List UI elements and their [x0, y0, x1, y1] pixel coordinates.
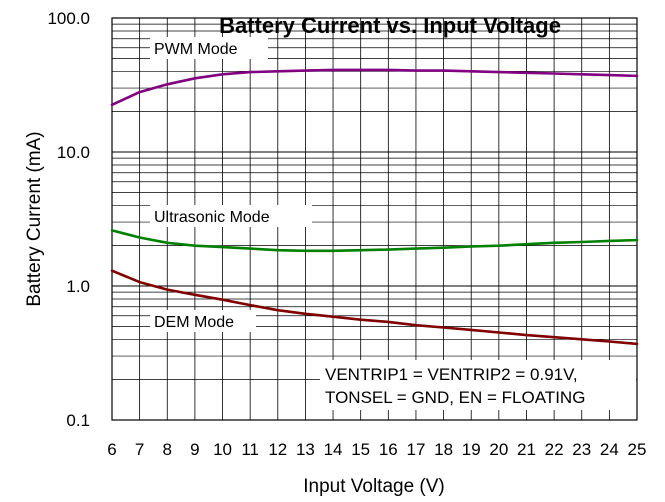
y-axis-label: Battery Current (mA) [24, 131, 45, 306]
x-tick-label: 23 [572, 440, 591, 459]
x-tick-label: 17 [406, 440, 425, 459]
y-tick-label: 1.0 [66, 277, 90, 296]
series-label-ultrasonic: Ultrasonic Mode [154, 209, 270, 226]
x-tick-label: 22 [545, 440, 564, 459]
x-tick-label: 24 [600, 440, 619, 459]
y-tick-label: 0.1 [66, 411, 90, 430]
x-tick-label: 20 [489, 440, 508, 459]
series-line-0 [110, 68, 639, 107]
series-line-2 [110, 269, 639, 346]
x-tick-label: 19 [462, 440, 481, 459]
series-label-pwm: PWM Mode [154, 41, 238, 58]
x-tick-label: 13 [296, 440, 315, 459]
x-tick-label: 21 [517, 440, 536, 459]
y-tick-labels: 0.1 1.0 10.0 100.0 [47, 9, 90, 430]
x-tick-label: 15 [351, 440, 370, 459]
x-axis-label: Input Voltage (V) [303, 476, 445, 497]
chart-grid [111, 17, 638, 421]
x-tick-label: 11 [241, 440, 259, 459]
x-tick-label: 25 [628, 440, 647, 459]
x-tick-label: 6 [107, 440, 116, 459]
plot-frame [111, 17, 638, 421]
series-label-dem: DEM Mode [154, 314, 234, 331]
title-mask [0, 0, 665, 15]
x-tick-label: 14 [324, 440, 343, 459]
annotation-bg [320, 360, 636, 410]
x-tick-label: 10 [213, 440, 232, 459]
series-line-1 [110, 229, 639, 253]
ultrasonic-label-bg [150, 205, 312, 227]
y-tick-label: 100.0 [47, 9, 90, 28]
x-tick-labels: 6 7 8 9 10 11 12 13 14 15 16 17 18 19 20 21 22 23 24 25 [107, 440, 646, 459]
x-tick-label: 7 [135, 440, 144, 459]
x-tick-label: 16 [379, 440, 398, 459]
x-tick-label: 8 [163, 440, 172, 459]
y-tick-label: 10.0 [57, 143, 90, 162]
series-lines [110, 68, 639, 346]
x-tick-label: 12 [268, 440, 287, 459]
annotation-line-1: VENTRIP1 = VENTRIP2 = 0.91V, [325, 365, 578, 384]
annotation-line-2: TONSEL = GND, EN = FLOATING [325, 388, 585, 407]
x-tick-label: 18 [434, 440, 453, 459]
dem-label-bg [150, 310, 256, 332]
chart-title: Battery Current vs. Input Voltage [219, 13, 561, 38]
pwm-label-bg [150, 37, 268, 59]
x-tick-label: 9 [190, 440, 199, 459]
